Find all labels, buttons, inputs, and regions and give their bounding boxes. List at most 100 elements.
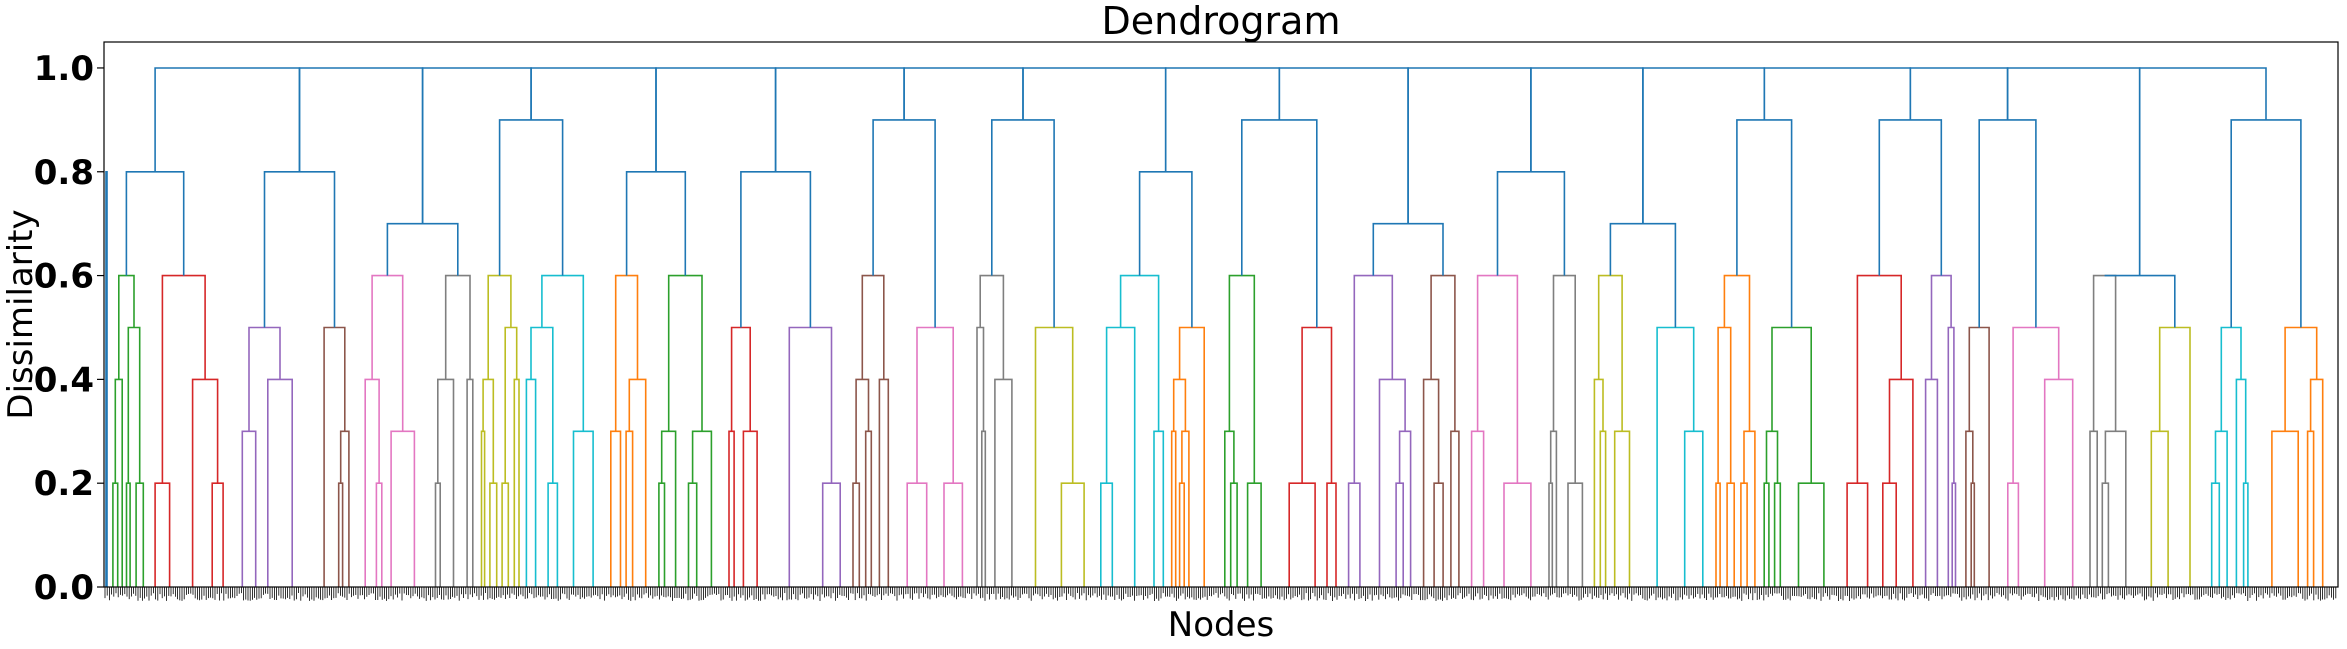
dendrogram-link bbox=[1715, 482, 1721, 587]
leaf-tick-labels bbox=[104, 587, 2337, 601]
dendrogram-link bbox=[1763, 482, 1770, 587]
dendrogram-link bbox=[105, 171, 108, 587]
dendrogram-link bbox=[1763, 67, 1912, 120]
dendrogram-link bbox=[541, 274, 585, 432]
dendrogram-link bbox=[1433, 482, 1444, 587]
y-tick-label: 1.0 bbox=[34, 49, 94, 89]
dendrogram-link bbox=[1278, 67, 1409, 224]
dendrogram-link bbox=[2214, 430, 2228, 587]
dendrogram-link bbox=[1288, 482, 1316, 587]
dendrogram-link bbox=[1765, 430, 1779, 484]
dendrogram-link bbox=[489, 482, 498, 587]
dendrogram-link bbox=[154, 67, 301, 172]
dendrogram-link bbox=[2006, 67, 2141, 276]
dendrogram-link bbox=[1740, 482, 1748, 587]
dendrogram-link bbox=[1846, 482, 1869, 587]
dendrogram-link bbox=[1656, 326, 1695, 587]
dendrogram-link bbox=[127, 326, 141, 484]
dendrogram-link bbox=[625, 430, 634, 587]
dendrogram-link bbox=[1181, 430, 1190, 587]
dendrogram-link bbox=[2092, 274, 2117, 432]
dendrogram-link bbox=[2138, 67, 2267, 276]
dendrogram-link bbox=[211, 482, 224, 587]
dendrogram-link bbox=[323, 326, 346, 587]
dendrogram-link bbox=[1642, 67, 1766, 224]
dendrogram-link bbox=[2309, 378, 2324, 587]
dendrogram-link bbox=[375, 482, 383, 587]
dendrogram-link bbox=[1470, 430, 1485, 587]
dendrogram-link bbox=[1105, 326, 1136, 587]
dendrogram-link bbox=[1450, 430, 1460, 587]
y-axis-label: Dissimilarity bbox=[1, 209, 41, 419]
dendrogram-link bbox=[572, 430, 594, 587]
dendrogram-link bbox=[337, 482, 344, 587]
dendrogram-link bbox=[1882, 482, 1897, 587]
y-tick-label: 0.2 bbox=[34, 464, 94, 504]
dendrogram-link bbox=[872, 119, 936, 328]
dendrogram-link bbox=[1567, 482, 1584, 587]
dendrogram-link bbox=[154, 482, 171, 587]
dendrogram-link bbox=[1924, 378, 1939, 587]
dendrogram-link bbox=[687, 482, 698, 587]
dendrogram-link bbox=[2158, 326, 2191, 587]
dendrogram-link bbox=[2271, 430, 2299, 587]
dendrogram-link bbox=[625, 171, 687, 276]
dendrogram-link bbox=[480, 430, 486, 587]
dendrogram-link bbox=[2306, 430, 2315, 587]
dendrogram-link bbox=[2104, 274, 2176, 328]
dendrogram-link bbox=[434, 482, 441, 587]
dendrogram-link bbox=[906, 482, 928, 587]
dendrogram-link bbox=[730, 326, 751, 432]
plot-frame bbox=[103, 41, 2339, 588]
dendrogram-link bbox=[1229, 482, 1238, 587]
dendrogram-link bbox=[1723, 274, 1751, 432]
dendrogram-link bbox=[1717, 326, 1732, 484]
y-tick-label: 0.4 bbox=[34, 360, 94, 400]
dendrogram-link bbox=[1909, 67, 2009, 120]
dendrogram-link bbox=[1878, 119, 1943, 276]
dendrogram-link bbox=[1496, 171, 1566, 276]
dendrogram-link bbox=[628, 378, 647, 587]
dendrogram-link bbox=[1503, 482, 1532, 587]
dendrogram-link bbox=[658, 482, 666, 587]
dendrogram-links bbox=[105, 67, 2324, 587]
dendrogram-link bbox=[125, 171, 185, 276]
dendrogram-link bbox=[241, 430, 257, 587]
dendrogram-link bbox=[610, 430, 622, 587]
dendrogram-link bbox=[878, 378, 890, 587]
dendrogram-link bbox=[1593, 378, 1604, 587]
dendrogram-link bbox=[1224, 430, 1235, 587]
chart-title: Dendrogram bbox=[1102, 0, 1341, 43]
dendrogram-link bbox=[2043, 378, 2074, 587]
dendrogram-link bbox=[1100, 482, 1114, 587]
dendrogram-link bbox=[525, 378, 537, 587]
dendrogram-link bbox=[1060, 482, 1085, 587]
dendrogram-link bbox=[903, 67, 1024, 120]
dendrogram-link bbox=[530, 326, 554, 484]
dendrogram-link bbox=[1347, 482, 1361, 587]
dendrogram-link bbox=[2242, 482, 2249, 587]
dendrogram-link bbox=[1326, 482, 1337, 587]
dendrogram-link bbox=[466, 378, 474, 587]
dendrogram-link bbox=[1138, 171, 1193, 328]
dendrogram-link bbox=[1726, 482, 1735, 587]
y-tick-label: 0.6 bbox=[34, 257, 94, 297]
dendrogram-link bbox=[691, 430, 713, 587]
dendrogram-link bbox=[1736, 119, 1793, 328]
dendrogram-link bbox=[390, 430, 416, 587]
dendrogram-link bbox=[1301, 326, 1333, 484]
dendrogram-link bbox=[1430, 274, 1456, 432]
dendrogram-link bbox=[498, 119, 564, 276]
dendrogram-link bbox=[991, 119, 1055, 328]
dendrogram-link bbox=[2007, 482, 2020, 587]
y-tick-label: 0.0 bbox=[34, 568, 94, 608]
dendrogram-link bbox=[614, 274, 639, 432]
dendrogram-link bbox=[1951, 482, 1957, 587]
dendrogram-link bbox=[943, 482, 964, 587]
dendrogram-link bbox=[421, 67, 532, 224]
dendrogram-link bbox=[1978, 119, 2037, 328]
dendrogram-link bbox=[1548, 482, 1554, 587]
dendrogram-link bbox=[655, 67, 777, 172]
dendrogram-link bbox=[1119, 274, 1160, 432]
